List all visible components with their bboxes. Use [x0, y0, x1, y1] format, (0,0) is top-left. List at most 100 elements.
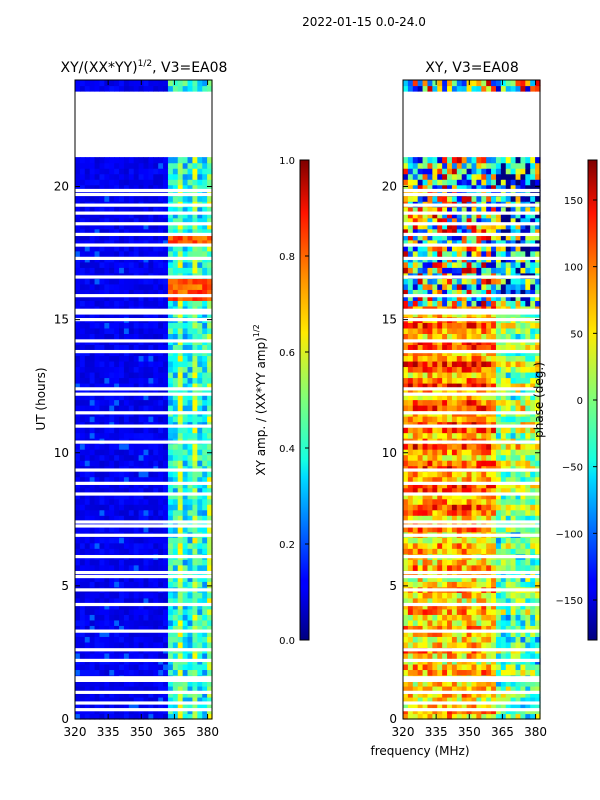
heatmap-cell: [153, 652, 159, 660]
heatmap-cell: [442, 327, 448, 334]
heatmap-cell: [456, 482, 463, 489]
heatmap-cell: [187, 239, 194, 246]
heatmap-cell: [407, 327, 414, 334]
heatmap-cell: [158, 377, 164, 384]
heatmap-cell: [466, 652, 473, 660]
heatmap-cell: [407, 405, 414, 412]
heatmap-cell: [104, 691, 110, 698]
heatmap-cell: [466, 669, 473, 676]
heatmap-cell: [417, 548, 424, 555]
heatmap-cell: [114, 619, 120, 626]
heatmap-cell: [153, 641, 159, 648]
heatmap-cell: [192, 344, 198, 351]
heatmap-cell: [94, 526, 101, 533]
heatmap-cell: [84, 636, 91, 643]
heatmap-cell: [422, 630, 429, 637]
heatmap-cell: [442, 630, 448, 637]
heatmap-cell: [187, 619, 194, 626]
heatmap-cell: [505, 454, 512, 461]
heatmap-cell: [84, 504, 91, 511]
heatmap-cell: [163, 669, 169, 676]
heatmap-cell: [177, 685, 184, 693]
heatmap-cell: [177, 592, 184, 599]
heatmap-cell: [192, 355, 198, 362]
colorbar-tick-label: 0.4: [279, 444, 295, 455]
heatmap-cell: [442, 526, 448, 533]
heatmap-cell: [187, 261, 194, 268]
heatmap-cell: [403, 333, 409, 340]
heatmap-cell: [412, 454, 419, 461]
x-tick-label: 380: [196, 725, 219, 739]
heatmap-cell: [510, 542, 517, 549]
heatmap-cell: [447, 498, 453, 505]
heatmap-cell: [123, 630, 130, 637]
heatmap-cell: [89, 575, 96, 582]
heatmap-cell: [143, 625, 149, 632]
heatmap-cell: [202, 482, 208, 489]
heatmap-cell: [182, 261, 189, 268]
heatmap-cell: [530, 685, 536, 693]
heatmap-cell: [451, 619, 458, 626]
heatmap-cell: [104, 493, 110, 500]
heatmap-cell: [471, 327, 477, 334]
heatmap-cell: [412, 504, 419, 511]
heatmap-cell: [99, 289, 105, 296]
heatmap-cell: [167, 575, 174, 582]
heatmap-cell: [505, 416, 512, 423]
heatmap-cell: [104, 333, 110, 340]
heatmap-cell: [99, 575, 105, 582]
heatmap-cell: [476, 327, 482, 334]
heatmap-cell: [114, 493, 120, 500]
heatmap-cell: [163, 322, 169, 329]
heatmap-cell: [99, 614, 105, 621]
heatmap-cell: [422, 515, 429, 522]
heatmap-cell: [422, 520, 429, 527]
heatmap-cell: [461, 388, 468, 395]
heatmap-cell: [75, 460, 81, 467]
heatmap-cell: [207, 217, 213, 224]
heatmap-cell: [495, 493, 502, 500]
heatmap-cell: [520, 685, 526, 693]
heatmap-cell: [99, 327, 105, 334]
heatmap-cell: [114, 212, 120, 219]
heatmap-cell: [486, 696, 492, 704]
heatmap-cell: [158, 250, 164, 257]
heatmap-cell: [422, 487, 429, 494]
heatmap-cell: [456, 460, 463, 467]
heatmap-cell: [148, 212, 154, 219]
heatmap-cell: [491, 388, 497, 395]
heatmap-cell: [158, 487, 164, 494]
heatmap-cell: [202, 504, 208, 511]
gap-row: [75, 570, 212, 575]
heatmap-cell: [75, 487, 81, 494]
heatmap-cell: [412, 327, 419, 334]
heatmap-cell: [158, 283, 164, 290]
y-tick-label: 20: [54, 180, 69, 194]
heatmap-cell: [109, 427, 115, 434]
heatmap-cell: [158, 526, 164, 533]
heatmap-cell: [163, 377, 169, 384]
heatmap-cell: [481, 333, 487, 340]
heatmap-cell: [432, 515, 438, 522]
heatmap-cell: [481, 366, 487, 373]
heatmap-cell: [172, 630, 179, 637]
heatmap-cell: [143, 212, 149, 219]
heatmap-cell: [197, 685, 203, 693]
heatmap-cell: [133, 289, 140, 296]
heatmap-cell: [432, 476, 438, 483]
heatmap-cell: [447, 559, 453, 566]
heatmap-cell: [138, 217, 145, 224]
heatmap-cell: [104, 449, 110, 456]
heatmap-cell: [99, 344, 105, 351]
heatmap-cell: [192, 184, 198, 191]
heatmap-cell: [505, 371, 512, 379]
heatmap-cell: [172, 283, 179, 290]
heatmap-cell: [133, 432, 140, 439]
heatmap-cell: [403, 548, 409, 555]
heatmap-cell: [500, 471, 507, 478]
heatmap-cell: [89, 592, 96, 599]
heatmap-cell: [476, 592, 482, 599]
heatmap-cell: [207, 625, 213, 632]
heatmap-cell: [451, 592, 458, 599]
heatmap-cell: [407, 509, 414, 516]
